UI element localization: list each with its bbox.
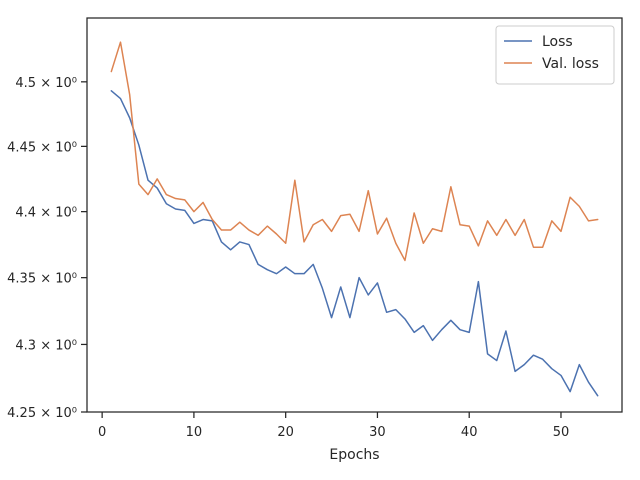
y-tick-label: 4.25 × 10⁰	[7, 406, 77, 421]
y-axis: 4.25 × 10⁰ 4.3 × 10⁰ 4.35 × 10⁰ 4.4 × 10⁰ 4.…	[7, 76, 87, 421]
series-layer	[110, 41, 599, 397]
legend-label: Loss	[542, 34, 573, 50]
y-tick-label: 4.5 × 10⁰	[15, 76, 77, 91]
series-line-val-loss	[110, 41, 599, 262]
y-tick-label: 4.3 × 10⁰	[15, 338, 77, 353]
plot-frame	[86, 17, 623, 413]
x-tick-label: 40	[461, 425, 478, 440]
y-tick-label: 4.45 × 10⁰	[7, 140, 77, 155]
x-tick-label: 30	[369, 425, 386, 440]
y-tick-label: 4.4 × 10⁰	[15, 206, 77, 221]
x-tick-label: 20	[277, 425, 294, 440]
legend-label: Val. loss	[542, 56, 599, 72]
x-axis: 0 10 20 30 40 50	[98, 412, 569, 440]
series-line-loss	[110, 90, 599, 397]
x-axis-title: Epochs	[329, 447, 379, 463]
x-tick-label: 50	[553, 425, 570, 440]
legend: Loss Val. loss	[495, 25, 615, 85]
y-tick-label: 4.35 × 10⁰	[7, 272, 77, 287]
x-tick-label: 0	[98, 425, 106, 440]
x-tick-label: 10	[186, 425, 203, 440]
